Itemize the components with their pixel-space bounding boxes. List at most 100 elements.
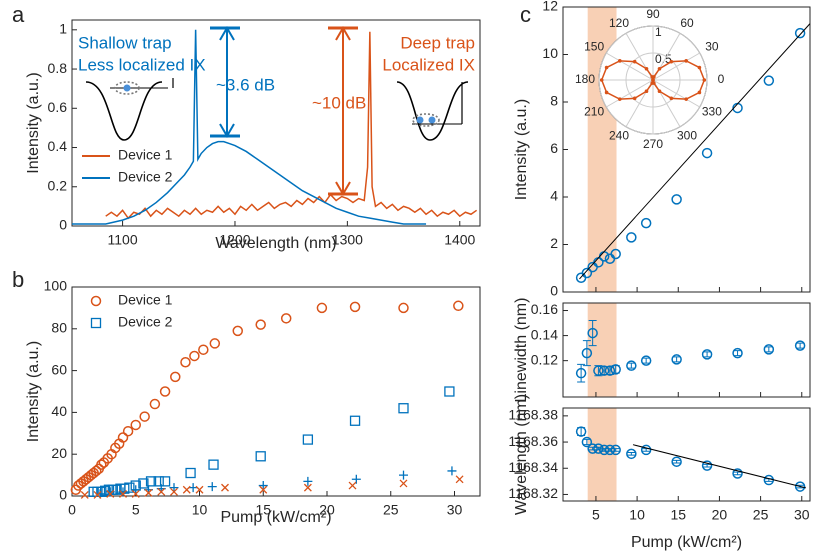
- marker: [139, 411, 150, 422]
- error-bar: [627, 452, 636, 456]
- theta-tick-label: 270: [643, 137, 663, 151]
- polar-point: [657, 66, 662, 71]
- marker: [794, 481, 806, 492]
- polar-point: [684, 97, 689, 101]
- x-tick-label: 1100: [108, 232, 138, 248]
- marker: [598, 444, 610, 456]
- theta-tick-label: 180: [575, 72, 595, 86]
- marker: [303, 476, 313, 486]
- well-icons: [85, 78, 469, 141]
- annotation: Localized IX: [382, 55, 475, 74]
- marker: [195, 485, 204, 494]
- y-axis-label: Intensity (a.u.): [513, 99, 530, 200]
- polar-point: [644, 89, 649, 94]
- polar-point: [697, 90, 702, 95]
- marker: [159, 476, 171, 487]
- marker: [587, 443, 598, 454]
- y-tick-label: 8: [550, 93, 558, 109]
- x-tick-label: 30: [447, 502, 463, 518]
- marker: [640, 444, 652, 456]
- marker: [96, 459, 107, 470]
- theta-tick-label: 240: [609, 128, 629, 142]
- annotation: Shallow trap: [78, 33, 172, 52]
- marker: [144, 488, 153, 497]
- marker: [593, 365, 604, 376]
- marker: [258, 481, 268, 491]
- y-tick-label: 0.2: [48, 177, 68, 193]
- legend-label: Device 2: [118, 169, 173, 185]
- polar-spoke: [605, 79, 654, 108]
- error-bar: [796, 342, 805, 349]
- marker: [255, 319, 266, 330]
- marker: [671, 194, 682, 205]
- annotation: ~3.6 dB: [216, 75, 275, 94]
- r-tick-label: 1: [655, 25, 662, 39]
- marker: [671, 354, 682, 365]
- y-axis-label: Linewidth (nm): [513, 298, 530, 403]
- marker: [207, 482, 217, 492]
- marker: [169, 483, 179, 493]
- marker: [575, 426, 587, 437]
- marker: [399, 479, 408, 488]
- y-tick-label: 0.8: [48, 60, 68, 76]
- exciton-dot: [123, 84, 131, 92]
- series-line: [72, 29, 427, 225]
- polar-point: [657, 89, 662, 94]
- marker: [149, 398, 161, 410]
- marker: [255, 451, 266, 462]
- marker: [106, 489, 115, 498]
- marker: [348, 481, 357, 490]
- polar-point: [617, 97, 622, 101]
- marker: [157, 487, 166, 496]
- marker: [701, 147, 713, 159]
- marker: [185, 467, 196, 479]
- marker: [90, 295, 102, 307]
- marker: [180, 356, 191, 368]
- x-tick-label: 5: [132, 502, 140, 518]
- shaded-range: [587, 303, 617, 397]
- exciton-dot: [428, 116, 436, 124]
- theta-tick-label: 90: [646, 7, 660, 21]
- marker: [145, 476, 157, 487]
- marker: [444, 386, 455, 397]
- marker: [153, 476, 164, 487]
- error-bar: [582, 340, 591, 367]
- marker: [763, 75, 775, 86]
- x-tick-label: 15: [670, 507, 686, 523]
- y-tick-label: 0.6: [48, 99, 68, 115]
- marker: [316, 302, 328, 314]
- axes-frame: [71, 19, 481, 227]
- marker: [303, 483, 312, 492]
- marker: [209, 338, 221, 349]
- legend-label: Device 1: [118, 292, 173, 308]
- marker: [604, 365, 616, 376]
- marker: [198, 344, 209, 355]
- polar-point: [617, 59, 622, 63]
- x-tick-label: 20: [712, 507, 728, 523]
- polar-point: [652, 81, 656, 85]
- y-axis-label: Wavelength (nm): [513, 394, 530, 515]
- shallow-well: [85, 81, 163, 141]
- annotation: ~10 dB: [312, 93, 366, 112]
- marker: [581, 267, 593, 279]
- polar-point: [697, 65, 702, 70]
- y-tick-label: 0.4: [48, 138, 68, 154]
- marker: [302, 434, 314, 445]
- y-tick-label: 12: [542, 0, 558, 14]
- marker: [93, 490, 102, 499]
- theta-tick-label: 300: [677, 128, 697, 142]
- y-tick-label: 0.14: [531, 326, 558, 342]
- marker: [399, 470, 408, 480]
- x-tick-label: 30: [794, 507, 810, 523]
- marker: [170, 487, 178, 496]
- panel-label: b: [12, 267, 24, 292]
- exciton: [412, 113, 440, 127]
- marker: [189, 350, 200, 362]
- marker: [124, 482, 135, 493]
- polar-point: [702, 78, 707, 82]
- marker: [349, 301, 361, 313]
- marker: [170, 371, 181, 383]
- polar-point: [604, 90, 609, 95]
- polar-point: [632, 96, 637, 101]
- annotation: Less localized IX: [78, 55, 206, 74]
